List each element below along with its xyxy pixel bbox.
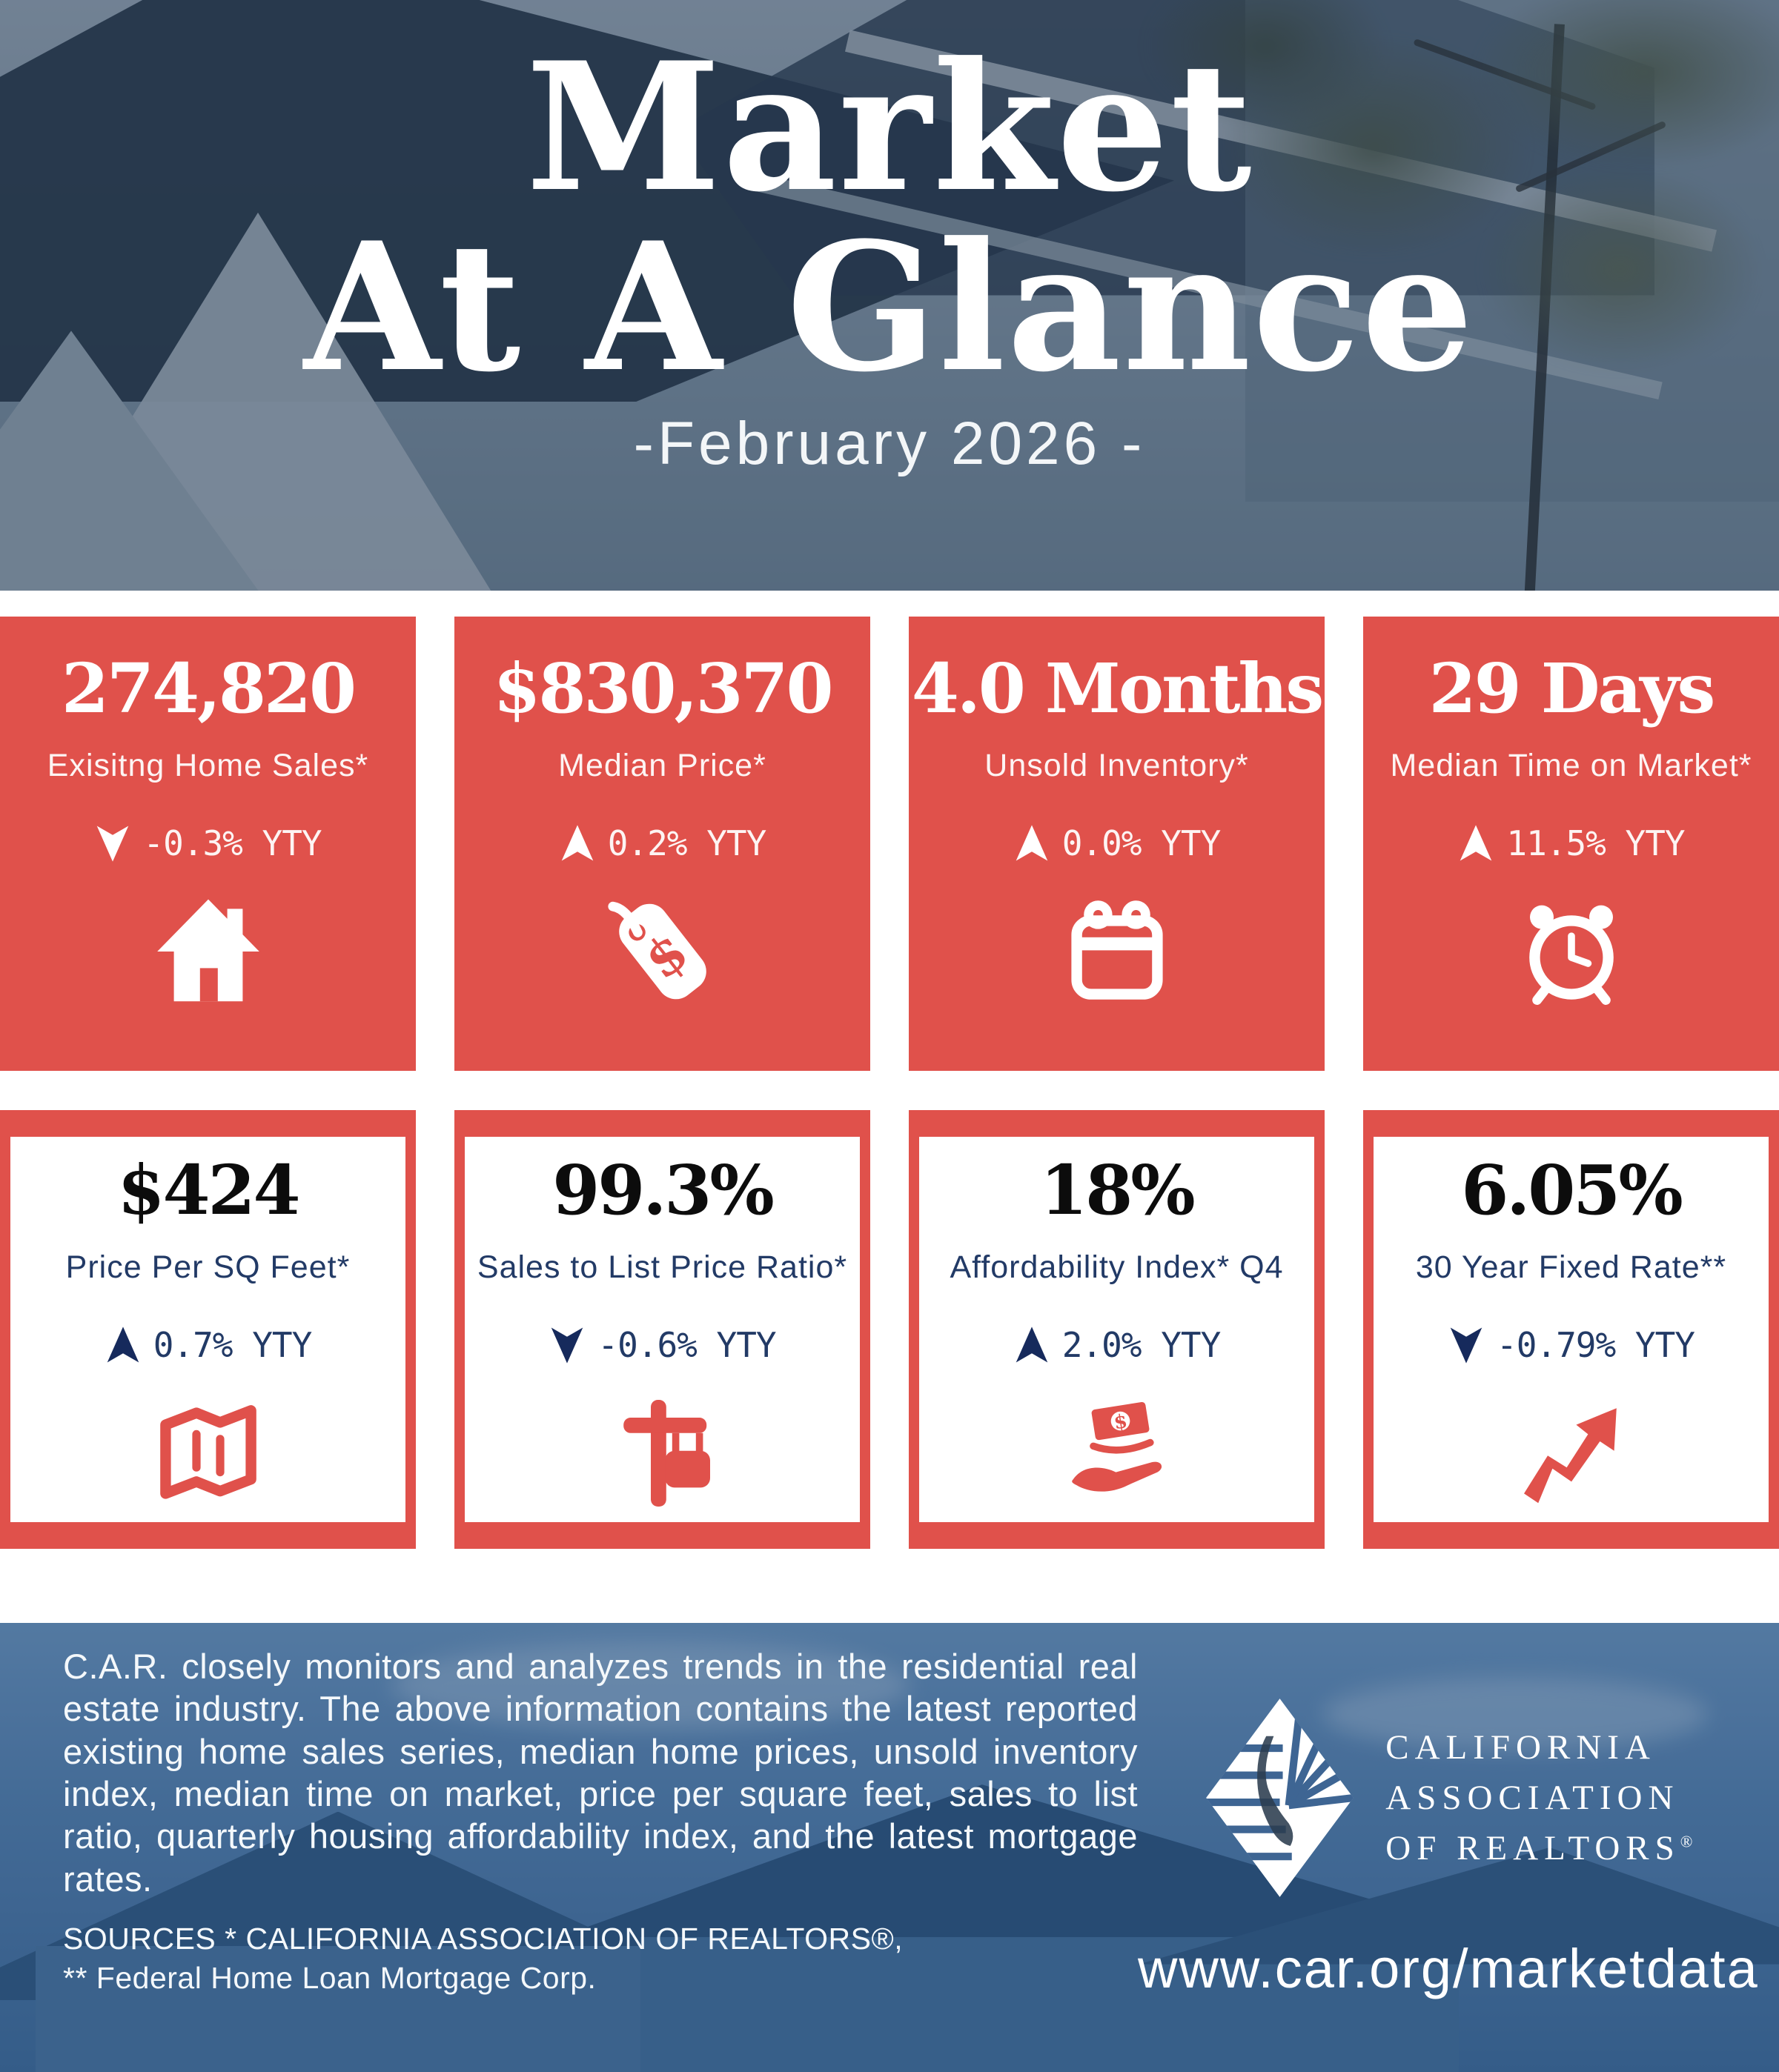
stat-value: 18% [1040, 1150, 1195, 1230]
card-inner: 99.3% Sales to List Price Ratio* -0.6% Y… [465, 1137, 860, 1522]
stat-card-home-sales: 274,820 Exisitng Home Sales* -0.3% YTY [0, 617, 416, 1071]
money-hand-icon: $ [1047, 1391, 1187, 1515]
arrow-up-icon [1460, 824, 1492, 861]
price-tag-icon: $ [592, 889, 733, 1014]
page-title-line1: Market [526, 24, 1253, 231]
stat-label: Exisitng Home Sales* [47, 748, 369, 783]
arrow-down-icon [1450, 1327, 1482, 1364]
arrow-up-icon [1016, 1326, 1047, 1363]
stat-value: 4.0 Months [911, 648, 1324, 728]
footer-sources: SOURCES * CALIFORNIA ASSOCIATION OF REAL… [63, 1919, 1138, 1999]
change-text: -0.6% YTY [597, 1324, 776, 1365]
house-icon [138, 889, 279, 1014]
change-text: 0.0% YTY [1061, 823, 1222, 863]
marketdata-url[interactable]: www.car.org/marketdata [1138, 1938, 1759, 1999]
footer-content: C.A.R. closely monitors and analyzes tre… [0, 1623, 1779, 2072]
alarm-clock-icon [1501, 889, 1642, 1014]
dollar-glyph: $ [1112, 1410, 1128, 1434]
arrow-down-icon [551, 1327, 583, 1364]
arrow-down-icon [97, 826, 129, 862]
map-icon [138, 1391, 279, 1515]
stats-row-bottom: $424 Price Per SQ Feet* 0.7% YTY 99.3% S… [0, 1110, 1779, 1549]
footer: C.A.R. closely monitors and analyzes tre… [0, 1623, 1779, 2072]
car-logo-line1: CALIFORNIA [1385, 1727, 1656, 1767]
footer-text-column: C.A.R. closely monitors and analyzes tre… [63, 1645, 1138, 2072]
stat-card-affordability: 18% Affordability Index* Q4 2.0% YTY $ [909, 1110, 1325, 1549]
trend-arrow-icon [1501, 1391, 1642, 1515]
hero-overlay [0, 0, 1779, 591]
change-text: -0.79% YTY [1497, 1324, 1695, 1365]
stat-value: 29 Days [1428, 648, 1716, 728]
stat-card-time-on-market: 29 Days Median Time on Market* 11.5% YTY [1363, 617, 1779, 1071]
page-title-line2: At A Glance [303, 204, 1476, 411]
arrow-up-icon [1016, 824, 1047, 861]
stat-card-median-price: $830,370 Median Price* 0.2% YTY $ [454, 617, 870, 1071]
change-text: 0.7% YTY [153, 1324, 313, 1365]
car-logo-line3-text: OF REALTORS [1385, 1829, 1680, 1868]
stat-change: -0.6% YTY [549, 1324, 777, 1366]
calendar-icon [1047, 889, 1187, 1014]
stat-card-price-sqft: $424 Price Per SQ Feet* 0.7% YTY [0, 1110, 416, 1549]
arrow-up-icon [107, 1326, 139, 1363]
footer-description: C.A.R. closely monitors and analyzes tre… [63, 1647, 1138, 1899]
stat-label: Price Per SQ Feet* [65, 1249, 351, 1285]
arrow-up-icon [561, 824, 593, 861]
stat-change: -0.3% YTY [94, 823, 322, 864]
car-logo-text: CALIFORNIA ASSOCIATION OF REALTORS® [1385, 1722, 1692, 1873]
stat-label: Median Time on Market* [1390, 748, 1752, 783]
change-text: 11.5% YTY [1506, 823, 1685, 863]
car-logo: CALIFORNIA ASSOCIATION OF REALTORS® [1204, 1697, 1693, 1899]
change-text: -0.3% YTY [143, 823, 322, 863]
change-text: 2.0% YTY [1061, 1324, 1222, 1365]
stat-value: $830,370 [493, 648, 833, 728]
stat-change: 11.5% YTY [1457, 823, 1686, 864]
stat-label: Sales to List Price Ratio* [477, 1249, 848, 1285]
stat-value: 99.3% [552, 1150, 774, 1230]
registered-mark: ® [1680, 1832, 1693, 1851]
stat-card-unsold-inventory: 4.0 Months Unsold Inventory* 0.0% YTY [909, 617, 1325, 1071]
stat-change: 0.2% YTY [559, 823, 766, 864]
hero-header: Market At A Glance -February 2026 - [0, 0, 1779, 591]
footer-brand-column: CALIFORNIA ASSOCIATION OF REALTORS® www.… [1138, 1645, 1779, 2072]
stat-card-sales-list-ratio: 99.3% Sales to List Price Ratio* -0.6% Y… [454, 1110, 870, 1549]
car-diamond-logo-icon [1206, 1699, 1354, 1897]
page-subtitle: -February 2026 - [633, 409, 1146, 477]
hero-text-block: Market At A Glance -February 2026 - [0, 0, 1779, 591]
card-inner: 6.05% 30 Year Fixed Rate** -0.79% YTY [1374, 1137, 1769, 1522]
card-inner: 18% Affordability Index* Q4 2.0% YTY $ [919, 1137, 1314, 1522]
stat-change: 0.7% YTY [105, 1324, 312, 1366]
yard-sign-icon [592, 1391, 733, 1515]
footer-overlay [0, 1623, 1779, 2072]
stat-value: 274,820 [61, 648, 357, 728]
stat-change: -0.79% YTY [1448, 1324, 1695, 1366]
stat-label: Unsold Inventory* [984, 748, 1249, 783]
stat-card-fixed-rate: 6.05% 30 Year Fixed Rate** -0.79% YTY [1363, 1110, 1779, 1549]
stat-value: $424 [117, 1150, 300, 1230]
change-text: 0.2% YTY [607, 823, 767, 863]
car-logo-line2: ASSOCIATION [1385, 1778, 1680, 1817]
car-logo-line3: OF REALTORS® [1385, 1823, 1692, 1873]
stat-value: 6.05% [1461, 1150, 1683, 1230]
footer-sources-line2: ** Federal Home Loan Mortgage Corp. [63, 1961, 597, 1996]
footer-sources-line1: SOURCES * CALIFORNIA ASSOCIATION OF REAL… [63, 1921, 904, 1956]
stat-label: Median Price* [558, 748, 766, 783]
stats-row-top: 274,820 Exisitng Home Sales* -0.3% YTY $… [0, 617, 1779, 1071]
card-inner: $424 Price Per SQ Feet* 0.7% YTY [10, 1137, 405, 1522]
stat-label: Affordability Index* Q4 [950, 1249, 1284, 1285]
stat-label: 30 Year Fixed Rate** [1415, 1249, 1727, 1285]
stat-change: 2.0% YTY [1013, 1324, 1221, 1366]
page-title: Market At A Glance [0, 24, 1779, 411]
stat-change: 0.0% YTY [1013, 823, 1221, 864]
